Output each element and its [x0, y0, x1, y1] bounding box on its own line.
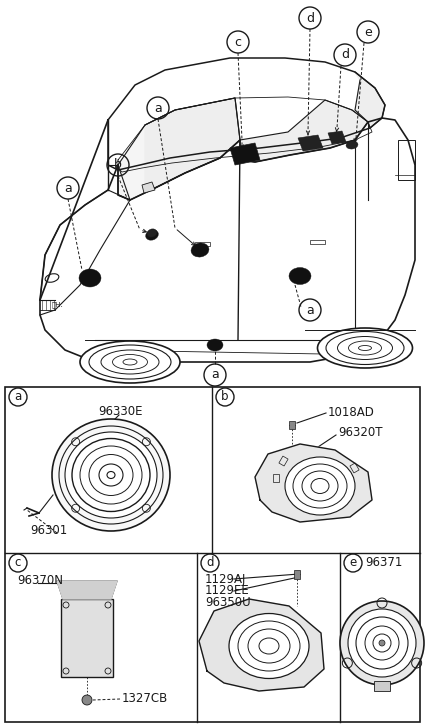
- Polygon shape: [298, 135, 323, 151]
- Text: e: e: [364, 25, 372, 39]
- Bar: [5, 387, 420, 722]
- Text: 96330E: 96330E: [99, 405, 143, 418]
- Ellipse shape: [52, 419, 170, 531]
- Text: d: d: [306, 12, 314, 25]
- Text: 1129AJ: 1129AJ: [205, 572, 246, 585]
- Polygon shape: [255, 444, 372, 522]
- Ellipse shape: [207, 339, 223, 351]
- Ellipse shape: [146, 230, 159, 240]
- Circle shape: [379, 640, 385, 646]
- Circle shape: [82, 695, 92, 705]
- Bar: [195, 242, 210, 246]
- Text: a: a: [64, 182, 72, 195]
- Ellipse shape: [289, 268, 311, 284]
- Polygon shape: [328, 131, 346, 144]
- Bar: [279, 456, 288, 466]
- Polygon shape: [240, 100, 368, 162]
- Polygon shape: [145, 98, 240, 188]
- Ellipse shape: [147, 229, 157, 237]
- Bar: [350, 463, 359, 473]
- Bar: [289, 421, 295, 429]
- Polygon shape: [118, 98, 240, 200]
- Bar: [374, 681, 390, 691]
- Text: b: b: [221, 390, 229, 403]
- Bar: [398, 140, 415, 180]
- Text: a: a: [14, 390, 22, 403]
- Ellipse shape: [65, 432, 157, 518]
- Ellipse shape: [346, 141, 358, 149]
- Text: d: d: [341, 49, 349, 62]
- Text: a: a: [211, 369, 219, 382]
- Ellipse shape: [191, 243, 209, 257]
- Text: b: b: [114, 158, 122, 172]
- Ellipse shape: [229, 614, 309, 678]
- Text: e: e: [349, 556, 357, 569]
- Text: 96301: 96301: [30, 524, 67, 537]
- Text: a: a: [154, 102, 162, 114]
- Polygon shape: [199, 599, 324, 691]
- Polygon shape: [355, 72, 385, 128]
- Text: c: c: [235, 36, 241, 49]
- Ellipse shape: [285, 457, 355, 515]
- Circle shape: [348, 609, 416, 677]
- Text: 96320T: 96320T: [338, 427, 382, 440]
- Text: 1129EE: 1129EE: [205, 585, 250, 598]
- Bar: [310, 240, 325, 244]
- Circle shape: [340, 601, 424, 685]
- Text: c: c: [15, 556, 21, 569]
- Text: 1018AD: 1018AD: [328, 406, 375, 419]
- Ellipse shape: [79, 269, 101, 287]
- Text: d: d: [206, 556, 214, 569]
- Text: 96370N: 96370N: [17, 574, 63, 587]
- Text: ꟷH꞉: ꟷH꞉: [52, 302, 64, 308]
- Text: 96371: 96371: [365, 556, 402, 569]
- Polygon shape: [40, 118, 415, 362]
- Text: 1327CB: 1327CB: [122, 693, 168, 705]
- Ellipse shape: [317, 328, 413, 368]
- Ellipse shape: [80, 341, 180, 383]
- Bar: [273, 474, 279, 482]
- Text: a: a: [306, 303, 314, 316]
- Polygon shape: [57, 581, 117, 599]
- Polygon shape: [230, 143, 260, 165]
- Bar: [61, 599, 113, 677]
- Text: 96350U: 96350U: [205, 596, 251, 609]
- Polygon shape: [142, 182, 155, 193]
- Bar: [294, 570, 300, 579]
